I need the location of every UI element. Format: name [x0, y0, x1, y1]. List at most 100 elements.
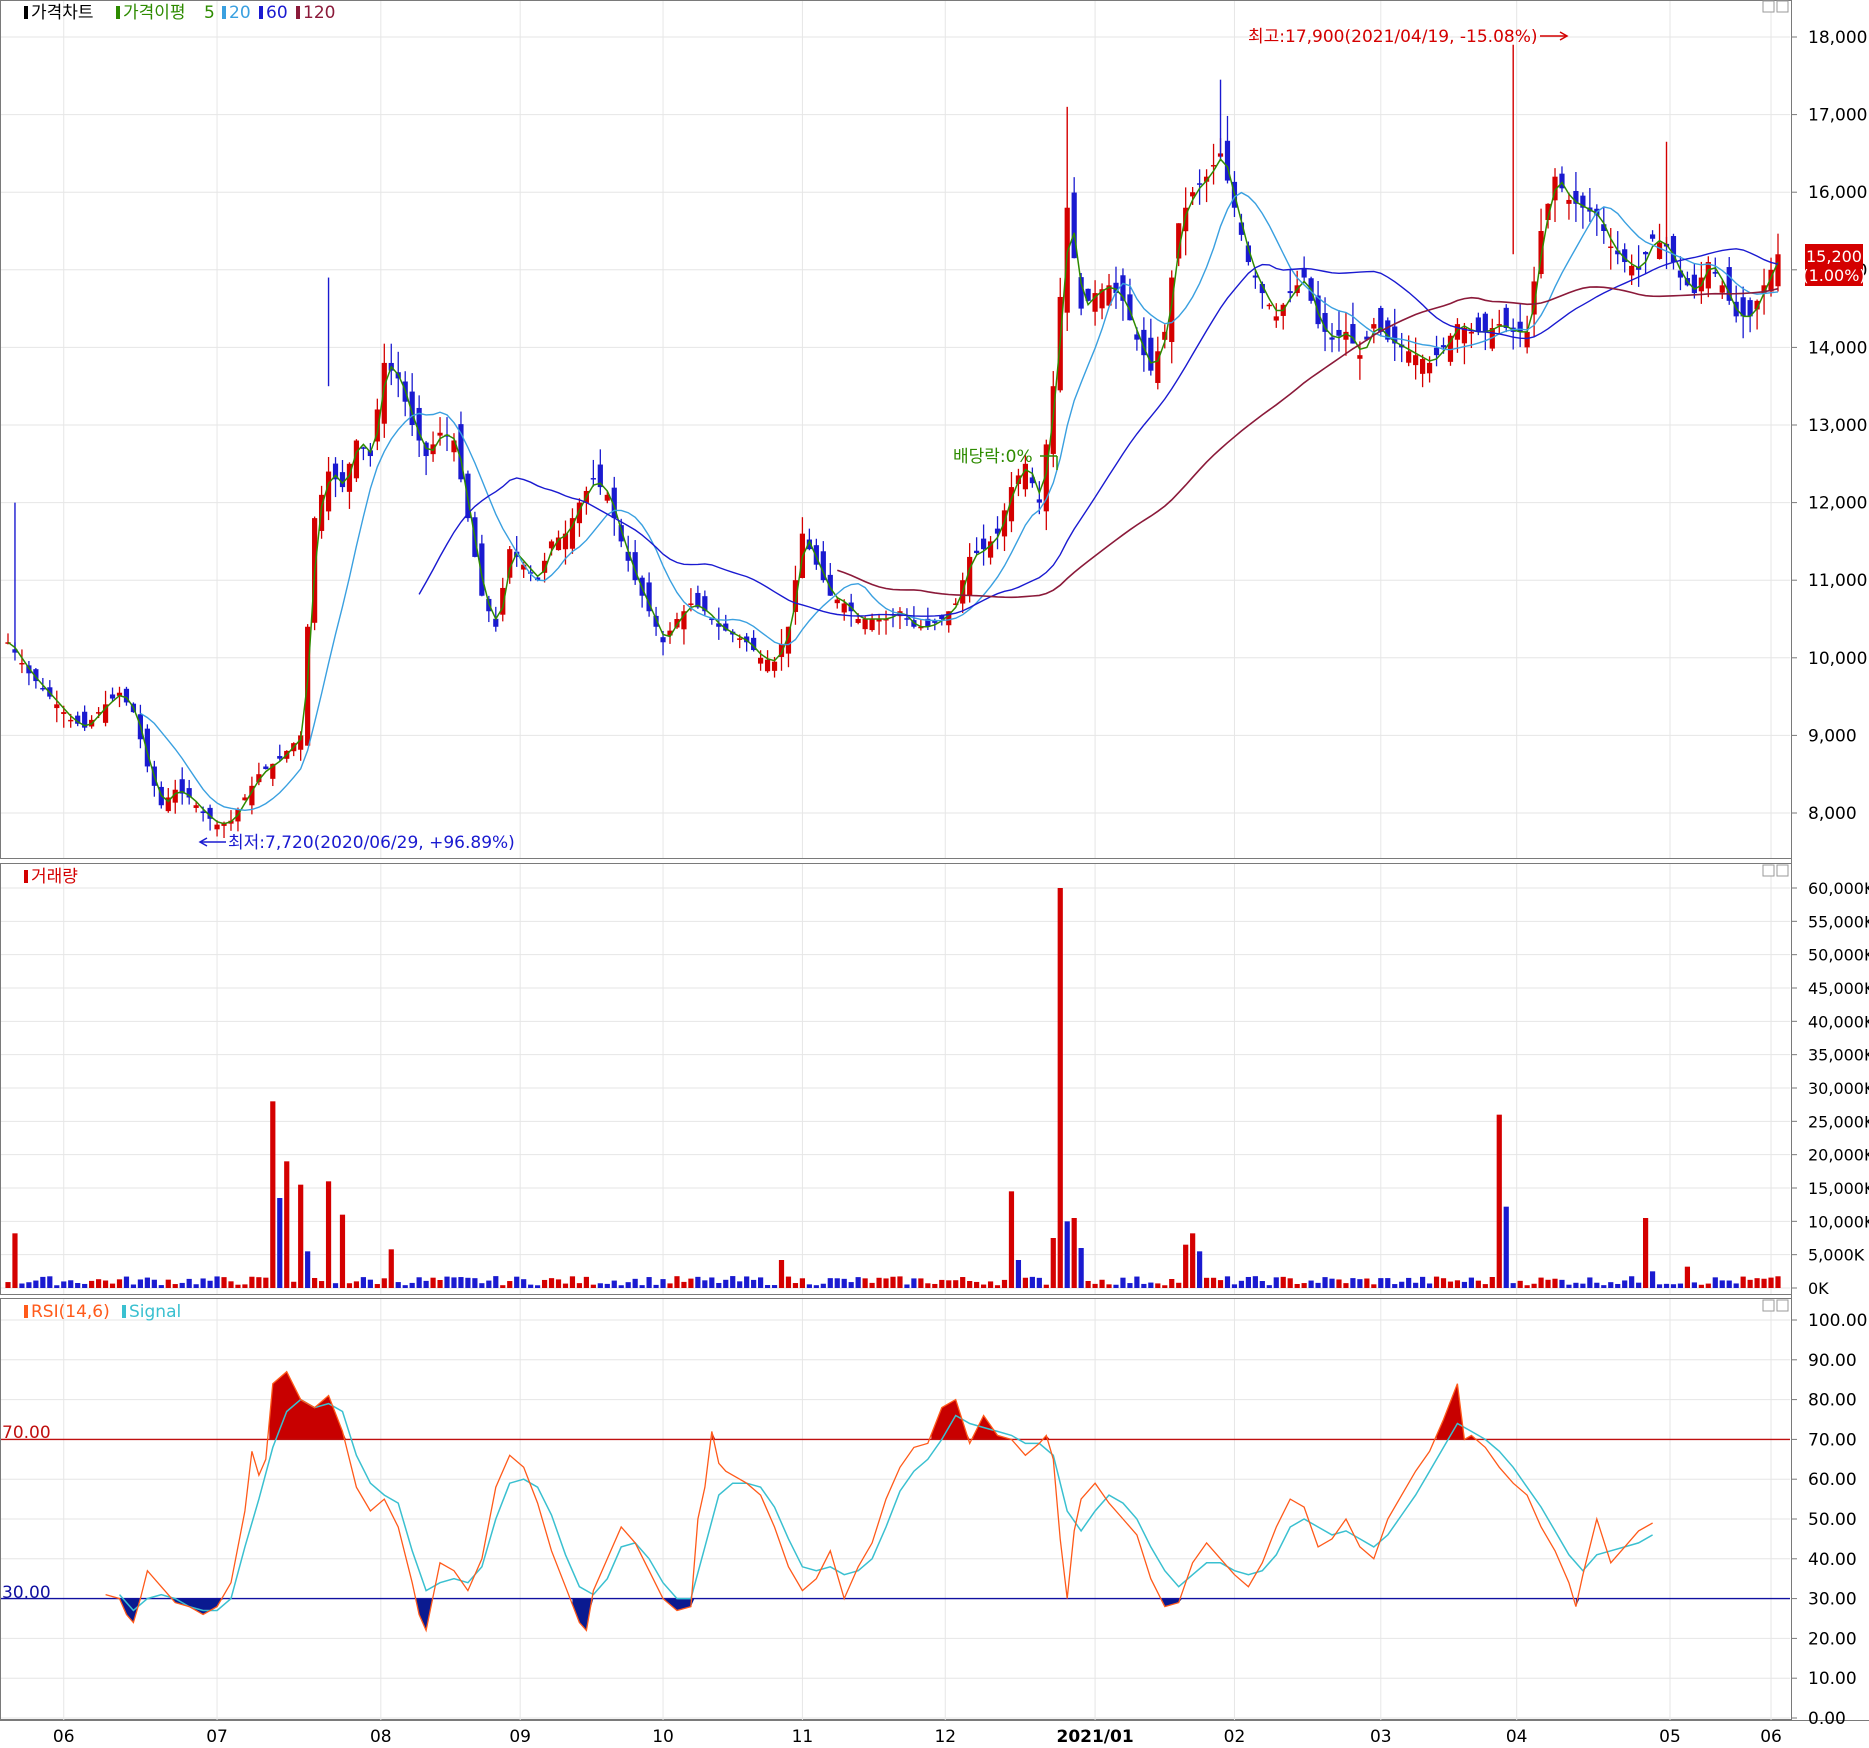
- candle-body: [681, 611, 687, 630]
- volume-minimize-button[interactable]: [1762, 864, 1775, 877]
- volume-bar: [479, 1283, 485, 1288]
- candle-body: [1113, 282, 1119, 294]
- candle-body: [1545, 203, 1551, 221]
- volume-bar: [1064, 1221, 1070, 1288]
- panel-window-buttons[interactable]: [1762, 0, 1789, 1312]
- volume-tick-label: 40,000K: [1808, 1012, 1869, 1031]
- volume-bar: [967, 1280, 973, 1288]
- volume-bar: [102, 1280, 109, 1288]
- legend-ma120: 120: [303, 3, 335, 23]
- volume-tick-label: 50,000K: [1808, 946, 1869, 965]
- volume-bar: [1719, 1280, 1725, 1288]
- volume-bar: [144, 1277, 150, 1288]
- volume-bar: [1399, 1281, 1405, 1288]
- volume-bar: [1489, 1276, 1495, 1288]
- volume-bar: [1364, 1278, 1370, 1288]
- volume-bar: [416, 1277, 422, 1288]
- volume-bar: [562, 1283, 569, 1288]
- volume-bar: [1740, 1276, 1746, 1288]
- candle-body: [1559, 173, 1565, 189]
- volume-bar: [486, 1280, 492, 1288]
- candle-body: [1447, 335, 1454, 362]
- price-close-button[interactable]: [1776, 0, 1789, 13]
- volume-bar: [1008, 1191, 1015, 1288]
- candle-body: [325, 471, 332, 512]
- candle-body: [1336, 329, 1342, 336]
- candle-body: [1496, 324, 1502, 326]
- volume-bar: [318, 1281, 325, 1288]
- volume-tick-label: 35,000K: [1808, 1046, 1869, 1065]
- volume-tick-label: 10,000K: [1808, 1212, 1869, 1231]
- candle-body: [827, 574, 833, 596]
- rsi-minimize-button[interactable]: [1762, 1299, 1775, 1312]
- candle-body: [409, 391, 415, 425]
- candle-body: [1454, 324, 1461, 340]
- candle-body: [1378, 307, 1384, 332]
- candle-body: [604, 494, 610, 501]
- volume-bar: [1134, 1276, 1140, 1288]
- current-price-label: 15,200: [1806, 247, 1862, 266]
- volume-bar: [1106, 1284, 1112, 1288]
- volume-bar: [1371, 1284, 1377, 1288]
- volume-bar: [618, 1285, 624, 1288]
- rsi-close-button[interactable]: [1776, 1299, 1789, 1312]
- candle-body: [40, 687, 46, 690]
- candle-body: [1482, 313, 1488, 332]
- volume-bar: [1496, 1114, 1502, 1288]
- candle-body: [242, 797, 248, 801]
- candle-body: [1029, 477, 1035, 484]
- volume-bar: [339, 1214, 346, 1288]
- rsi-tick-label: 10.00: [1808, 1669, 1857, 1689]
- candle-body: [451, 440, 457, 453]
- volume-bar: [1043, 1284, 1049, 1288]
- candle-body: [1371, 324, 1377, 329]
- volume-bar: [423, 1280, 429, 1288]
- volume-bar: [123, 1276, 130, 1288]
- volume-bar: [799, 1278, 806, 1288]
- rsi-oversold-fill: [415, 1598, 434, 1631]
- candle-body: [535, 577, 541, 581]
- volume-bar: [1155, 1283, 1161, 1288]
- candle-body: [562, 533, 569, 550]
- candle-body: [19, 662, 25, 665]
- ma120-line: [837, 286, 1779, 599]
- volume-bar: [611, 1280, 617, 1288]
- candle-body: [946, 611, 952, 626]
- volume-bar: [242, 1284, 248, 1288]
- volume-bar: [1670, 1284, 1677, 1288]
- price-tick-label: 18,000: [1808, 28, 1867, 48]
- price-minimize-button[interactable]: [1762, 0, 1775, 13]
- candle-body: [374, 409, 380, 442]
- candle-body: [1670, 236, 1677, 263]
- volume-bar: [137, 1279, 144, 1288]
- volume-bar: [256, 1277, 262, 1288]
- candle-body: [1224, 140, 1231, 181]
- volume-bar: [1726, 1280, 1732, 1288]
- rsi-tick-label: 20.00: [1808, 1629, 1857, 1649]
- volume-bar: [1238, 1280, 1245, 1288]
- candle-body: [102, 704, 109, 723]
- candle-body: [186, 788, 192, 798]
- candle-body: [1475, 317, 1481, 332]
- volume-bar: [193, 1284, 199, 1288]
- candle-body: [618, 525, 624, 542]
- volume-bar: [1656, 1284, 1663, 1288]
- volume-bar: [1336, 1279, 1342, 1288]
- candle-body: [1190, 192, 1196, 197]
- x-tick-label: 09: [509, 1727, 531, 1747]
- candle-body: [1252, 275, 1258, 278]
- volume-bar: [179, 1282, 185, 1288]
- candle-body: [667, 630, 673, 636]
- candle-body: [416, 407, 422, 441]
- candle-body: [980, 538, 987, 550]
- candle-body: [82, 711, 88, 728]
- rsi-30-label: 30.00: [2, 1583, 51, 1603]
- volume-tick-label: 30,000K: [1808, 1079, 1869, 1098]
- volume-bar: [946, 1280, 952, 1288]
- candle-body: [1099, 289, 1105, 309]
- volume-bar: [1294, 1283, 1300, 1288]
- volume-panel: [5, 888, 1781, 1288]
- volume-tick-label: 5,000K: [1808, 1246, 1865, 1265]
- volume-close-button[interactable]: [1776, 864, 1789, 877]
